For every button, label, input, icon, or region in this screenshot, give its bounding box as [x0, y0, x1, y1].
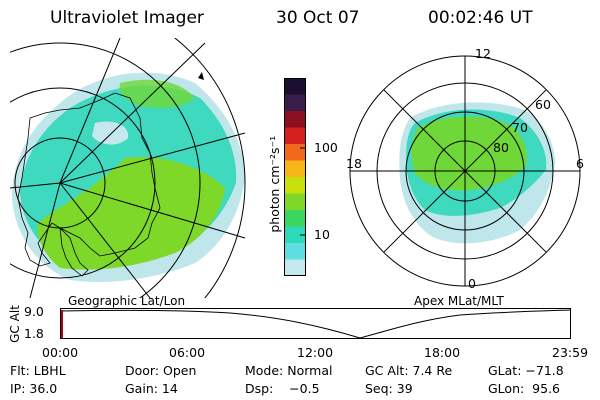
colorbar-segment	[284, 78, 306, 95]
time-tick-0600: 06:00	[169, 345, 206, 360]
observation-time: 00:02:46 UT	[428, 8, 533, 28]
geographic-image-panel	[10, 38, 246, 298]
latitude-circle	[10, 42, 201, 298]
colorbar	[284, 78, 306, 276]
mlat-label-80: 80	[493, 140, 509, 155]
colorbar-segment	[284, 243, 306, 260]
seq-info: Seq: 39	[365, 381, 413, 396]
mlt-label-0: 0	[468, 276, 476, 291]
colorbar-segment	[284, 144, 306, 161]
colorbar-segment	[284, 193, 306, 211]
colorbar-tick-10: 10	[314, 227, 330, 242]
longitude-line	[59, 182, 246, 239]
colorbar-tick-100: 100	[314, 140, 338, 155]
latitude-circle	[174, 38, 246, 298]
mode-info: Mode: Normal	[245, 363, 333, 378]
mlt-label-12: 12	[475, 46, 491, 61]
coastline	[17, 92, 161, 267]
instrument-title: Ultraviolet Imager	[50, 8, 204, 28]
colorbar-segment	[284, 177, 306, 194]
colorbar-segment	[284, 226, 306, 244]
colorbar-segment	[284, 160, 306, 178]
colorbar-segment	[284, 127, 306, 145]
mlat-label-70: 70	[512, 120, 528, 135]
colorbar-segment	[284, 111, 306, 128]
colorbar-segment	[284, 210, 306, 227]
mlt-label-18: 18	[346, 156, 362, 171]
longitude-line	[59, 182, 151, 298]
longitude-line	[10, 182, 61, 189]
latitude-circle	[10, 87, 156, 279]
colorbar-segment	[284, 259, 306, 276]
dsp-info: Dsp: −0.5	[245, 381, 320, 396]
aurora-green-zone	[37, 157, 225, 270]
altitude-tick-1.8: 1.8	[24, 326, 44, 341]
magnetic-panel-label: Apex MLat/MLT	[414, 294, 504, 308]
colorbar-unit-label: photon cm⁻²s⁻¹	[266, 135, 282, 233]
longitude-line	[59, 42, 206, 184]
colorbar-segment	[284, 94, 306, 112]
altitude-axis-label: GC Alt	[7, 305, 22, 343]
north-marker	[198, 72, 204, 80]
door-info: Door: Open	[125, 363, 197, 378]
longitude-line	[29, 182, 61, 298]
magnetic-polar-panel	[349, 55, 581, 287]
gain-info: Gain: 14	[125, 381, 178, 396]
mlt-label-6: 6	[576, 156, 584, 171]
time-tick-0000: 00:00	[42, 345, 79, 360]
glon-info: GLon: 95.6	[488, 381, 560, 396]
filter-info: Flt: LBHL	[10, 363, 66, 378]
ip-info: IP: 36.0	[10, 381, 58, 396]
longitude-line	[59, 38, 121, 184]
altitude-plot	[60, 308, 571, 339]
coastline-peninsula	[59, 226, 89, 277]
aurora-oval-green	[411, 116, 527, 191]
observation-date: 30 Oct 07	[276, 8, 360, 28]
altitude-curve	[60, 309, 571, 339]
altitude-tick-9: 9.0	[24, 304, 44, 319]
time-tick-1800: 18:00	[424, 345, 461, 360]
glat-info: GLat: −71.8	[488, 363, 564, 378]
gc-alt-info: GC Alt: 7.4 Re	[365, 363, 453, 378]
mlt-line-diagonal	[383, 89, 547, 253]
time-tick-2359: 23:59	[552, 345, 589, 360]
mlat-label-60: 60	[535, 97, 551, 112]
aurora-pale-patch	[92, 121, 129, 145]
longitude-line	[59, 132, 246, 184]
aurora-upper-patch	[119, 79, 195, 108]
geographic-panel-label: Geographic Lat/Lon	[68, 294, 186, 308]
time-tick-1200: 12:00	[297, 345, 334, 360]
